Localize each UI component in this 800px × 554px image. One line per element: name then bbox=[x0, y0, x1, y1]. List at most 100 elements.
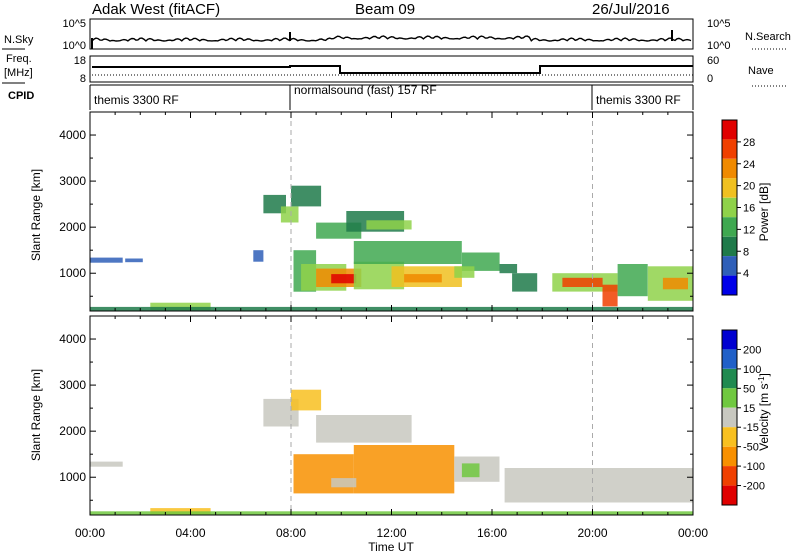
power-guide-lines bbox=[290, 112, 593, 311]
power-region-cell bbox=[562, 277, 603, 287]
power-colorbar-tick-label: 16 bbox=[743, 203, 755, 215]
x-tick-label: 08:00 bbox=[276, 526, 306, 540]
power-region-cell bbox=[602, 284, 618, 307]
noise-right-tick-top: 10^5 bbox=[707, 18, 731, 30]
power-colorbar-swatch bbox=[722, 139, 737, 159]
power-x-tickmarks bbox=[89, 112, 694, 311]
noise-left-tick-bottom: 10^0 bbox=[62, 40, 86, 52]
power-region-cell bbox=[617, 264, 648, 297]
velocity-colorbar-tick-label: -100 bbox=[743, 461, 765, 473]
velocity-colorbar-label: Velocity [m s-1] bbox=[757, 373, 771, 451]
power-region-cell bbox=[90, 257, 123, 263]
velocity-colorbar-label-exponent: -1 bbox=[757, 376, 766, 384]
noise-panel-frame bbox=[89, 18, 694, 50]
velocity-colorbar-frame bbox=[721, 329, 738, 506]
power-colorbar-swatch bbox=[722, 197, 737, 218]
velocity-y-tick-label: 4000 bbox=[59, 332, 86, 346]
freq-left-tick-bottom: 8 bbox=[80, 73, 86, 85]
cpid-segment-1: themis 3300 RF bbox=[94, 93, 179, 107]
velocity-colorbar-tick-label: 200 bbox=[743, 344, 761, 356]
power-region-cell bbox=[404, 274, 442, 283]
velocity-panel: 1000 2000 3000 4000 Slant Range [km] bbox=[29, 315, 694, 516]
x-tick-labels: 00:00 04:00 08:00 12:00 16:00 20:00 00:00 bbox=[75, 526, 708, 540]
power-colorbar-tick-label: 12 bbox=[743, 224, 755, 236]
velocity-y-tick-label: 3000 bbox=[59, 378, 86, 392]
power-panel: 1000 2000 3000 4000 Slant Range [km] bbox=[29, 111, 694, 312]
velocity-colorbar-swatch bbox=[722, 427, 737, 447]
freq-label-2: [MHz] bbox=[4, 67, 33, 79]
power-colorbar-tick-label: 20 bbox=[743, 181, 755, 193]
power-y-axis-label: Slant Range [km] bbox=[29, 169, 43, 261]
power-region-cell bbox=[353, 241, 462, 264]
power-region-cell bbox=[512, 273, 538, 292]
x-tick-label: 20:00 bbox=[577, 526, 607, 540]
power-colorbar-swatch bbox=[722, 256, 737, 276]
power-region-cell bbox=[499, 264, 518, 274]
power-region-cell bbox=[253, 250, 264, 262]
noise-left-tick-top: 10^5 bbox=[62, 18, 86, 30]
velocity-colorbar-tick-label: 15 bbox=[743, 403, 755, 415]
date-title: 26/Jul/2016 bbox=[592, 1, 670, 18]
power-region-cell bbox=[125, 258, 143, 263]
x-axis-label: Time UT bbox=[368, 540, 414, 554]
velocity-colorbar-label-close: ] bbox=[757, 373, 771, 376]
velocity-y-axis-label: Slant Range [km] bbox=[29, 369, 43, 461]
cpid-label: CPID bbox=[8, 90, 34, 102]
power-region-cell bbox=[291, 185, 322, 207]
velocity-colorbar-tick-label: 50 bbox=[743, 383, 755, 395]
power-colorbar-tick-label: 4 bbox=[743, 268, 749, 280]
power-region-cell bbox=[366, 220, 412, 230]
noise-right-tick-bottom: 10^0 bbox=[707, 40, 731, 52]
power-colorbar-swatch bbox=[722, 120, 737, 140]
power-y-tick-label: 1000 bbox=[59, 266, 86, 280]
power-colorbar: 28 24 20 16 12 8 4 bbox=[721, 119, 755, 296]
power-colorbar-swatch bbox=[722, 178, 737, 198]
velocity-region-cell bbox=[293, 454, 354, 494]
velocity-colorbar: 200 100 50 15 -15 -50 -100 -200 bbox=[721, 329, 765, 506]
noise-right-label: N.Search bbox=[745, 31, 791, 43]
x-tick-label: 00:00 bbox=[678, 526, 708, 540]
power-region-cell bbox=[280, 206, 299, 223]
freq-label-1: Freq. bbox=[6, 53, 32, 65]
velocity-colorbar-swatch bbox=[722, 349, 737, 369]
velocity-colorbar-swatch bbox=[722, 388, 737, 408]
velocity-region-cell bbox=[291, 389, 322, 411]
noise-sky-line bbox=[91, 35, 692, 42]
power-colorbar-tick-label: 8 bbox=[743, 246, 749, 258]
velocity-region-cell bbox=[353, 445, 455, 494]
velocity-colorbar-swatch bbox=[722, 485, 737, 505]
velocity-colorbar-tick-label: -50 bbox=[743, 442, 759, 454]
velocity-guide-lines bbox=[290, 316, 593, 515]
velocity-colorbar-swatch bbox=[722, 466, 737, 486]
x-tick-label: 00:00 bbox=[75, 526, 105, 540]
power-region-cell bbox=[331, 274, 357, 284]
velocity-region-cell bbox=[504, 468, 693, 503]
freq-panel-frame bbox=[89, 55, 694, 83]
freq-right-tick-top: 60 bbox=[707, 55, 719, 67]
velocity-y-tick-label: 2000 bbox=[59, 424, 86, 438]
nave-label: Nave bbox=[748, 65, 774, 77]
velocity-colorbar-swatch bbox=[722, 368, 737, 389]
power-colorbar-swatch bbox=[722, 217, 737, 237]
velocity-region-cell bbox=[316, 415, 412, 443]
velocity-x-tickmarks bbox=[89, 316, 694, 515]
beam-title: Beam 09 bbox=[355, 1, 415, 18]
velocity-region-cell bbox=[331, 478, 357, 488]
power-y-tick-label: 3000 bbox=[59, 174, 86, 188]
velocity-colorbar-swatch bbox=[722, 407, 737, 428]
cpid-segment-2: normalsound (fast) 157 RF bbox=[294, 83, 437, 97]
power-region-cell bbox=[150, 302, 211, 311]
power-y-tick-label: 4000 bbox=[59, 128, 86, 142]
velocity-colorbar-swatch bbox=[722, 330, 737, 350]
noise-left-label: N.Sky bbox=[4, 34, 34, 46]
power-colorbar-swatch bbox=[722, 158, 737, 179]
power-y-ticks: 1000 2000 3000 4000 bbox=[59, 128, 693, 297]
x-tick-label: 12:00 bbox=[376, 526, 406, 540]
velocity-region-cell bbox=[150, 508, 211, 515]
velocity-colorbar-tick-label: -200 bbox=[743, 481, 765, 493]
power-region-cell bbox=[454, 266, 475, 278]
freq-line bbox=[92, 65, 693, 74]
velocity-y-ticks: 1000 2000 3000 4000 bbox=[59, 332, 693, 501]
velocity-colorbar-tick-label: 100 bbox=[743, 364, 761, 376]
